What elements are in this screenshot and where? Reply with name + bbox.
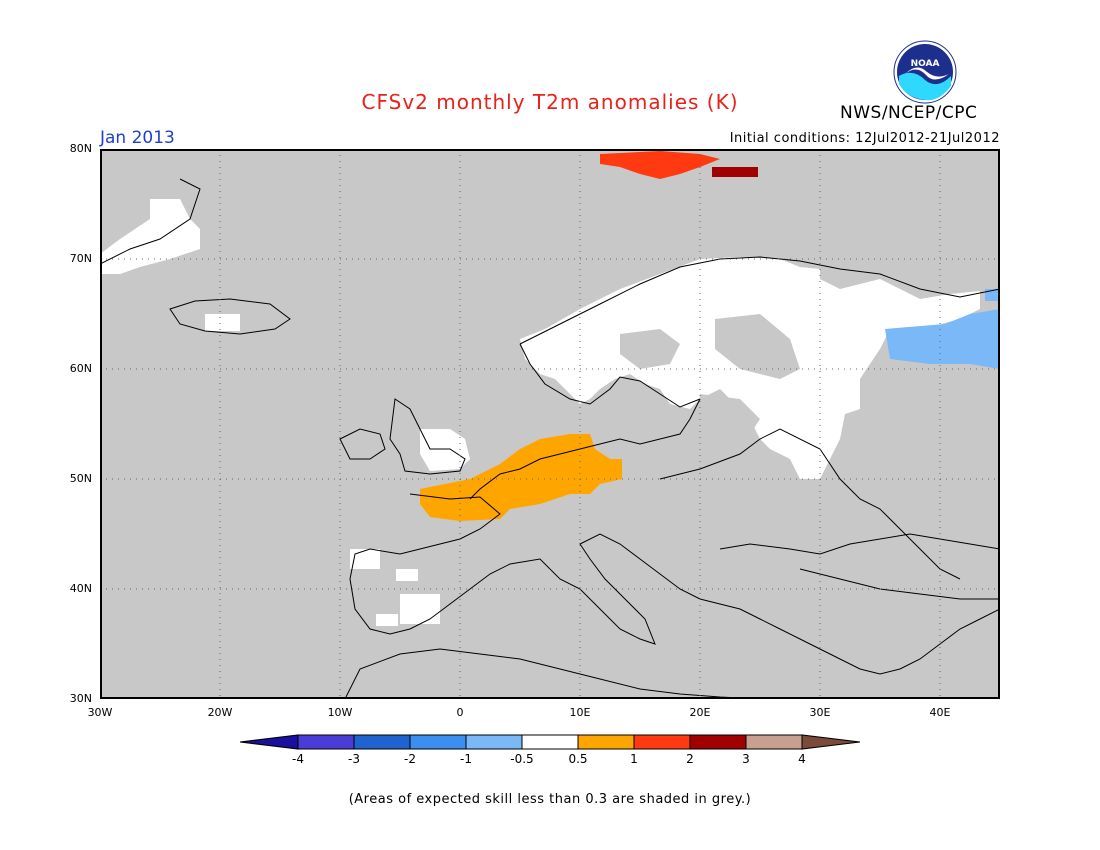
legend-swatch xyxy=(465,734,523,750)
warm-anomaly-areas xyxy=(420,434,622,521)
graticule xyxy=(100,149,1000,699)
target-month: Jan 2013 xyxy=(100,128,175,148)
lon-label: 30W xyxy=(87,706,113,719)
lon-label: 40E xyxy=(929,706,951,719)
logo-text: NOAA xyxy=(911,59,940,69)
lat-label: 40N xyxy=(69,582,92,595)
initial-conditions: Initial conditions: 12Jul2012-21Jul2012 xyxy=(729,131,1000,146)
legend-min-arrow xyxy=(240,734,299,750)
legend-swatch xyxy=(577,734,635,750)
very-warm-anomaly xyxy=(712,167,758,177)
legend-label: -4 xyxy=(292,752,304,766)
legend-label: 2 xyxy=(686,752,694,766)
lon-label: 10E xyxy=(569,706,591,719)
lon-label: 10W xyxy=(327,706,353,719)
legend-max-arrow xyxy=(801,734,860,750)
lon-label: 0 xyxy=(456,706,464,719)
coastlines xyxy=(100,178,1000,699)
legend-swatch xyxy=(353,734,411,750)
lon-label: 20E xyxy=(689,706,711,719)
map-title: CFSv2 monthly T2m anomalies (K) xyxy=(361,90,739,114)
legend-label: -3 xyxy=(348,752,360,766)
lat-label: 80N xyxy=(69,142,92,155)
legend-swatch xyxy=(633,734,691,750)
legend-label: 1 xyxy=(630,752,638,766)
map-frame xyxy=(100,149,1000,699)
legend-label: -2 xyxy=(404,752,416,766)
legend-label: -0.5 xyxy=(510,752,534,766)
agency-label: NWS/NCEP/CPC xyxy=(840,103,978,123)
lat-label: 50N xyxy=(69,472,92,485)
legend-label: 3 xyxy=(742,752,750,766)
lat-label: 70N xyxy=(69,252,92,265)
legend-swatch xyxy=(297,734,355,750)
low-skill-mask xyxy=(620,314,800,434)
lon-label: 20W xyxy=(207,706,233,719)
legend-label: 0.5 xyxy=(568,752,588,766)
legend-label: -1 xyxy=(460,752,472,766)
lon-label: 30E xyxy=(809,706,831,719)
cold-anomaly-areas xyxy=(885,289,1000,369)
skill-footnote: (Areas of expected skill less than 0.3 a… xyxy=(348,792,752,807)
legend-swatch xyxy=(689,734,747,750)
legend-swatch xyxy=(409,734,467,750)
lat-label: 30N xyxy=(69,692,92,705)
legend-swatch xyxy=(745,734,803,750)
anomaly-map xyxy=(100,149,1000,699)
strong-warm-anomaly xyxy=(600,151,720,179)
color-legend xyxy=(240,734,860,750)
legend-swatch xyxy=(521,734,579,750)
legend-label: 4 xyxy=(798,752,806,766)
lat-label: 60N xyxy=(69,362,92,375)
ocean-background xyxy=(100,149,1000,699)
noaa-logo: NOAA xyxy=(893,40,957,104)
